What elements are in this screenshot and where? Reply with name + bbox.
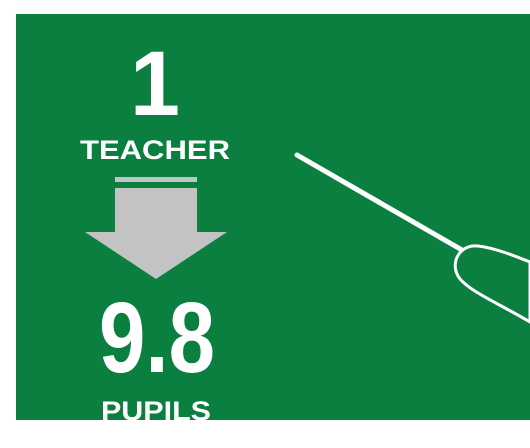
stick-handle	[453, 244, 530, 324]
stick	[294, 152, 465, 253]
pointer-stick	[294, 152, 530, 324]
arrow-shaft	[115, 188, 197, 233]
arrow-bar-thin	[115, 177, 197, 182]
pupil-label: PUPILS	[101, 396, 211, 426]
teacher-label: TEACHER	[80, 135, 230, 165]
arrow-head	[85, 232, 227, 279]
pupil-count: 9.8	[99, 282, 215, 394]
green-panel	[16, 14, 530, 420]
arrow	[85, 177, 227, 279]
teacher-count: 1	[130, 33, 180, 135]
